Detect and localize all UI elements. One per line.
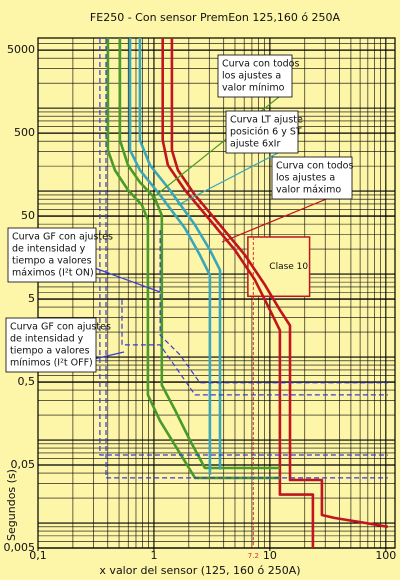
y-tick-label: 50	[21, 209, 35, 222]
y-axis-label: Segundos (s)	[5, 469, 18, 541]
annotation-text: los ajustes a	[222, 71, 281, 82]
chart-title: FE250 - Con sensor PremEon 125,160 ó 250…	[90, 11, 341, 24]
x-tick-label: 10	[263, 549, 277, 562]
x-tick-label: 100	[375, 549, 396, 562]
annotation-box	[7, 227, 97, 283]
annotation-box	[217, 54, 293, 98]
annotation-text: tiempo a valores	[12, 256, 92, 267]
annotation-text: máximos (I²t ON)	[12, 268, 94, 279]
annotation-text: ajuste 6xIr	[230, 139, 280, 150]
y-tick-label: 0,05	[11, 458, 36, 471]
class-band-label: Clase 10	[269, 262, 308, 272]
annotation-text: los ajustes a	[276, 173, 335, 184]
annotation-leader	[95, 351, 125, 360]
annotation-text: Curva GF con ajustes	[10, 322, 111, 333]
annotation-box	[225, 110, 299, 154]
annotation-text: valor mínimo	[222, 83, 285, 94]
curve	[128, 38, 212, 475]
x-tick-label: 1	[150, 549, 157, 562]
annotation-leader	[95, 267, 161, 293]
annotation-box	[271, 156, 353, 200]
annotation-text: valor máximo	[276, 185, 341, 196]
curve	[161, 38, 315, 548]
curve	[170, 38, 389, 529]
y-tick-label: 5	[28, 292, 35, 305]
y-tick-label: 0,5	[18, 375, 36, 388]
reference-line-label: 7.2	[248, 552, 259, 560]
annotation-text: de intensidad y	[10, 334, 84, 345]
annotation-text: de intensidad y	[12, 244, 86, 255]
y-tick-label: 0,005	[4, 541, 36, 554]
annotation-text: mínimos (I²t OFF)	[10, 358, 93, 369]
x-axis-label: x valor del sensor (125, 160 ó 250A)	[99, 564, 300, 577]
curve	[118, 38, 280, 470]
annotation-box	[5, 317, 97, 373]
annotation-text: Curva con todos	[222, 59, 299, 70]
annotation-text: Curva con todos	[276, 161, 353, 172]
curve	[99, 38, 388, 456]
curve	[105, 38, 388, 479]
curve	[121, 299, 388, 396]
annotation-text: posición 6 y ST	[230, 127, 302, 138]
curve	[106, 38, 280, 480]
x-tick-label: 0,1	[29, 549, 47, 562]
plot-area	[37, 37, 396, 549]
annotation-text: Curva LT ajuste	[230, 115, 303, 126]
y-tick-label: 500	[14, 126, 35, 139]
y-tick-label: 5000	[7, 43, 35, 56]
annotation-leader	[149, 86, 293, 201]
annotation-text: Curva GF con ajustes	[12, 232, 113, 243]
curve	[138, 38, 222, 470]
annotation-text: tiempo a valores	[10, 346, 90, 357]
